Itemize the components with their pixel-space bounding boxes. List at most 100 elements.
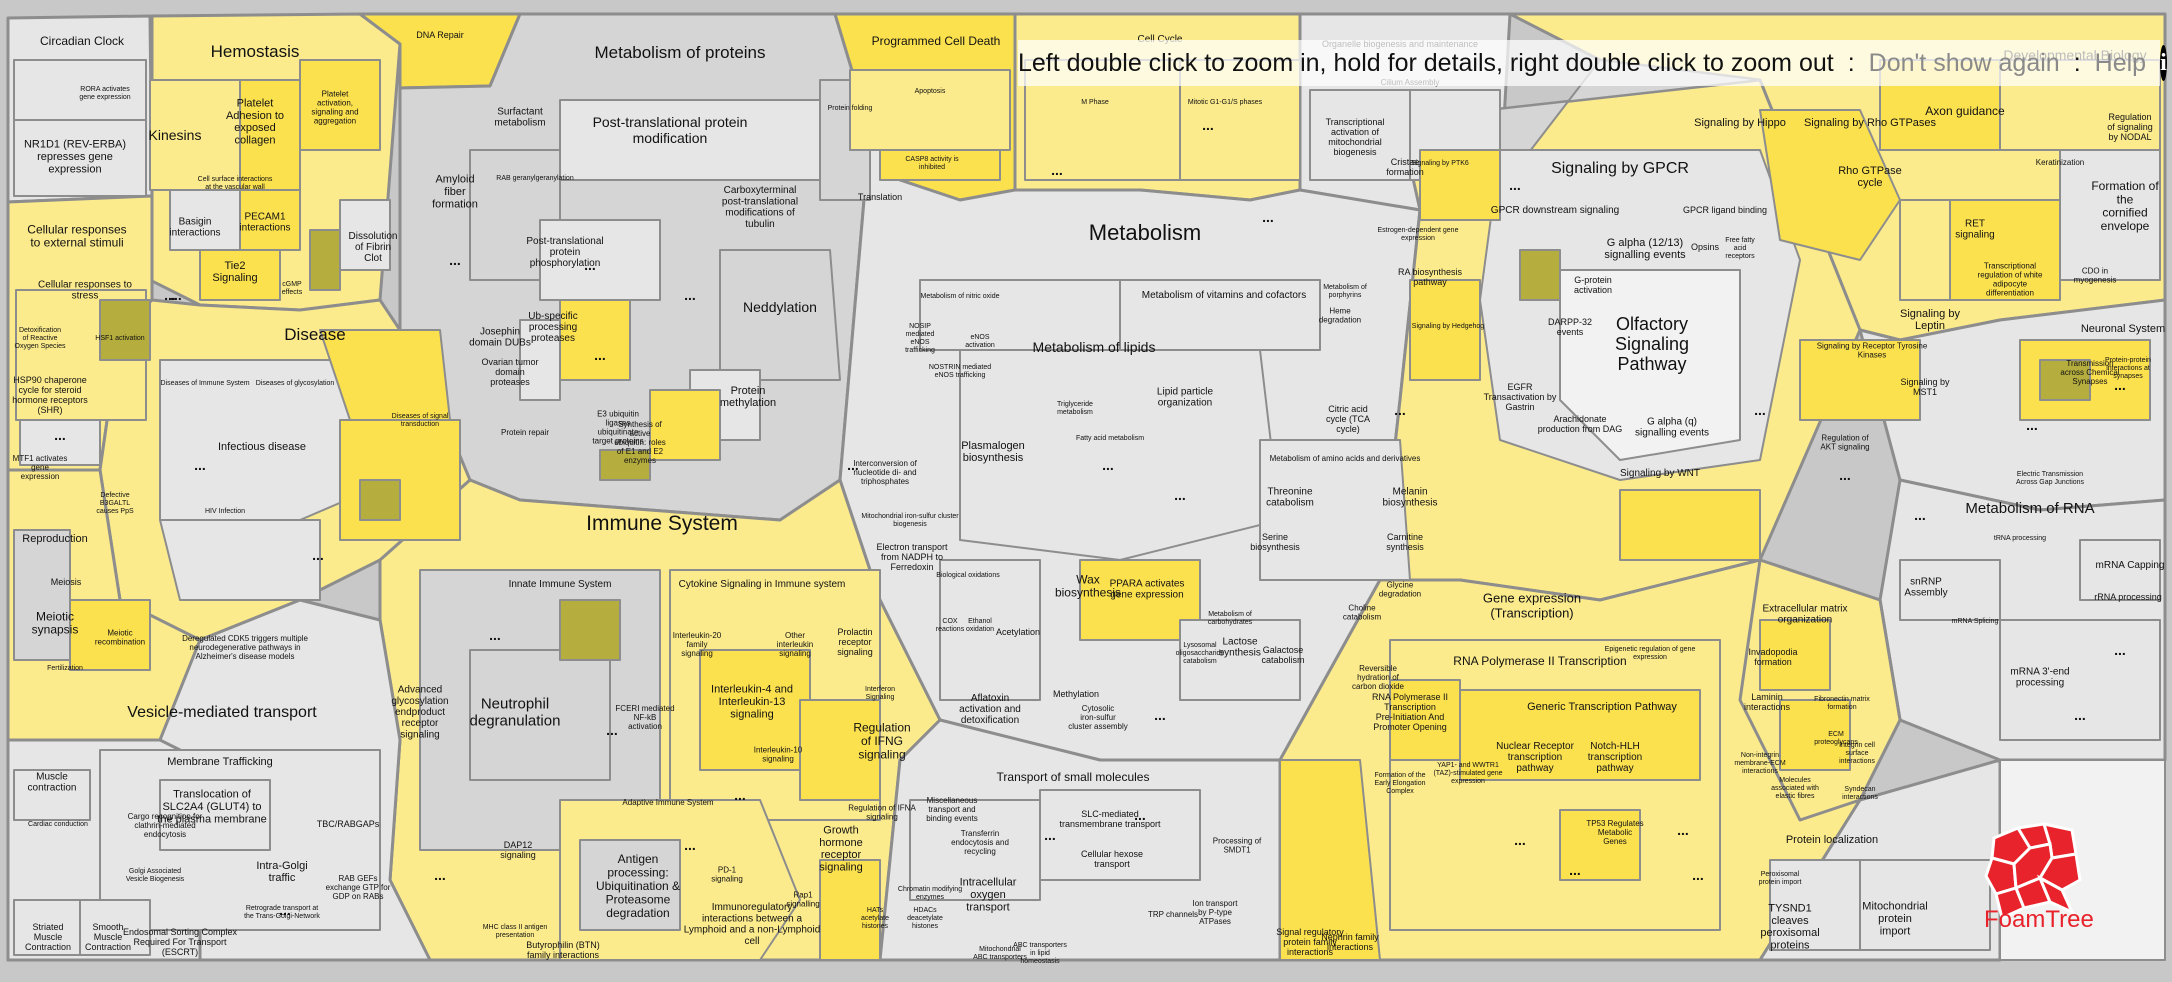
- label-galactose: Galactose catabolism: [1261, 645, 1304, 665]
- mito-import-cell[interactable]: [1859, 859, 1991, 951]
- slc-mediated-cell[interactable]: [1039, 789, 1201, 881]
- more-dots-label-3: ...: [594, 347, 606, 363]
- hats-cell[interactable]: [819, 859, 881, 961]
- label-biological_ox: Biological oxidations: [936, 572, 1000, 579]
- tp53-cell[interactable]: [1559, 809, 1641, 881]
- olfactory-cell[interactable]: [1559, 269, 1741, 461]
- neddylation-cell[interactable]: [719, 249, 841, 381]
- vitamins-cell[interactable]: [1119, 279, 1321, 351]
- label-metab_nitric: Metabolism of nitric oxide: [921, 293, 1000, 300]
- label-metab_porphyrins: Metabolism of porphyrins: [1323, 284, 1367, 299]
- label-carnitine: Carnitine synthesis: [1386, 532, 1424, 552]
- label-interferon: Interferon Signaling: [865, 686, 895, 701]
- label-hsp90: HSP90 chaperone cycle for steroid hormone …: [12, 375, 88, 415]
- label-heme: Heme degradation: [1319, 307, 1361, 325]
- label-growth_hormone: Growth hormone receptor signaling: [819, 825, 862, 874]
- more-dots-label-0: ...: [449, 252, 461, 268]
- label-hdacs: HDACs deacetylate histones: [907, 907, 943, 930]
- label-lactose: Lactose synthesis: [1219, 636, 1261, 658]
- title-disease: Disease: [284, 325, 345, 344]
- more-dots-label-34: ...: [1754, 402, 1766, 418]
- meiotic-recomb-cell[interactable]: [69, 599, 151, 671]
- biological-oxidations-cell[interactable]: [939, 559, 1041, 701]
- dont-show-again-link[interactable]: Don't show again: [1868, 48, 2060, 77]
- more-dots-label-28: ...: [279, 902, 291, 918]
- antigen-processing-cell[interactable]: [579, 839, 681, 931]
- smooth-cell[interactable]: [79, 899, 151, 956]
- label-gpcr_downstream: GPCR downstream signaling: [1491, 205, 1619, 216]
- slc2a4-cell[interactable]: [159, 779, 271, 851]
- label-platelet_activation: Platelet activation, signaling and aggregat…: [311, 90, 358, 126]
- title-muscle-contraction: Muscle contraction: [28, 771, 77, 793]
- josephin-cell[interactable]: [519, 319, 561, 401]
- label-nephrin: Nephrin family interactions: [1321, 932, 1379, 952]
- hemostasis-tie2-cell[interactable]: [199, 249, 281, 301]
- casp8-cell[interactable]: [879, 149, 1001, 181]
- label-reversible: Reversible hydration of carbon dioxide: [1352, 664, 1405, 691]
- disease-olive-cell[interactable]: [359, 479, 401, 521]
- hemostasis-highlight-cell[interactable]: [309, 229, 341, 291]
- muscle-header-cell[interactable]: [13, 769, 91, 821]
- ifng-cell[interactable]: [799, 699, 881, 801]
- amino-acids-cell[interactable]: [1259, 439, 1411, 581]
- rna-pol2-preinit-cell[interactable]: [1389, 679, 1461, 761]
- label-diseases_glyco: Diseases of glycosylation: [256, 380, 335, 387]
- laminin-cell[interactable]: [1759, 619, 1831, 691]
- intracellular-oxygen-cell[interactable]: [909, 799, 1041, 901]
- receptor-tyrosine-cell[interactable]: [1799, 339, 1921, 421]
- group-nephrin[interactable]: [1279, 759, 1381, 961]
- immune-olive-cell[interactable]: [559, 599, 621, 661]
- title-neuronal-system: Neuronal System: [2081, 323, 2165, 335]
- label-mito_import: Mitochondrial protein import: [1862, 901, 1927, 938]
- label-electric_transmission: Electric Transmission Across Gap Junction…: [2016, 471, 2085, 486]
- hedgehog-cell[interactable]: [1409, 279, 1481, 381]
- rho-gtpases-cell[interactable]: [1759, 109, 1901, 261]
- label-mhc1: MHC class II antigen presentation: [483, 924, 548, 939]
- protein-yellow-cell-1[interactable]: [649, 389, 721, 461]
- label-misc_transport: Miscellaneous transport and binding events: [926, 796, 978, 823]
- label-meiotic_recomb: Meiotic recombination: [95, 629, 145, 647]
- leptin-cell[interactable]: [1899, 199, 1951, 301]
- label-adaptive: Adaptive Immune System: [622, 798, 713, 807]
- gpcr-olive-cell[interactable]: [1519, 249, 1561, 301]
- label-hedgehog: Signaling by Hedgehog: [1412, 323, 1484, 330]
- deregulated-cdk5-cell[interactable]: [159, 519, 321, 601]
- lactose-cell[interactable]: [1179, 619, 1301, 701]
- label-snrnp: snRNP Assembly: [1904, 576, 1947, 598]
- label-m_phase: M Phase: [1081, 99, 1109, 106]
- hemostasis-platelet-activation-cell[interactable]: [299, 59, 381, 151]
- label-estrogen: Estrogen-dependent gene expression: [1378, 227, 1459, 242]
- more-dots-label-8: ...: [1202, 117, 1214, 133]
- ptp-phosphorylation-cell[interactable]: [539, 219, 661, 301]
- mtf1-cell[interactable]: [19, 419, 101, 466]
- title-cell-cycle: Cell Cycle: [1137, 34, 1182, 45]
- help-link[interactable]: Help: [2094, 48, 2147, 77]
- protein-olive-cell[interactable]: [599, 449, 651, 481]
- hemostasis-pecam1-cell[interactable]: [239, 189, 301, 251]
- more-dots-label-1: ...: [170, 287, 182, 303]
- info-icon[interactable]: i: [2160, 45, 2167, 81]
- label-darpp: DARPP-32 events: [1548, 317, 1592, 337]
- lipids-cell[interactable]: [959, 349, 1281, 561]
- label-cgmp: cGMP effects: [282, 281, 303, 296]
- rrna-processing-cell[interactable]: [1999, 619, 2161, 741]
- more-dots-label-19: ...: [2114, 377, 2126, 393]
- integrin-cell[interactable]: [1779, 699, 1851, 771]
- ptk6-cell[interactable]: [1419, 149, 1501, 221]
- mrna-capping-cell[interactable]: [2079, 539, 2161, 601]
- stress-olive-cell[interactable]: [99, 299, 151, 361]
- neuronal-olive-cell[interactable]: [2039, 359, 2091, 401]
- more-dots-label-10: ...: [1102, 457, 1114, 473]
- label-casp8: CASP8 activity is inhibited: [905, 156, 959, 171]
- label-slc_mediated: SLC-mediated transmembrane transport: [1059, 809, 1161, 829]
- circadian-nr1d1-cell[interactable]: [13, 119, 147, 197]
- wnt-cell[interactable]: [1619, 489, 1761, 561]
- label-ret: RET signaling: [1955, 218, 1994, 240]
- label-diseases_signal: Diseases of signal transduction: [392, 413, 449, 428]
- meiotic-synapsis-cell[interactable]: [13, 529, 71, 661]
- label-endosomal: Endosomal Sorting Complex Required For Tr…: [123, 927, 238, 957]
- apoptosis-cell[interactable]: [849, 69, 1011, 151]
- more-dots-label-9: ...: [1051, 162, 1063, 178]
